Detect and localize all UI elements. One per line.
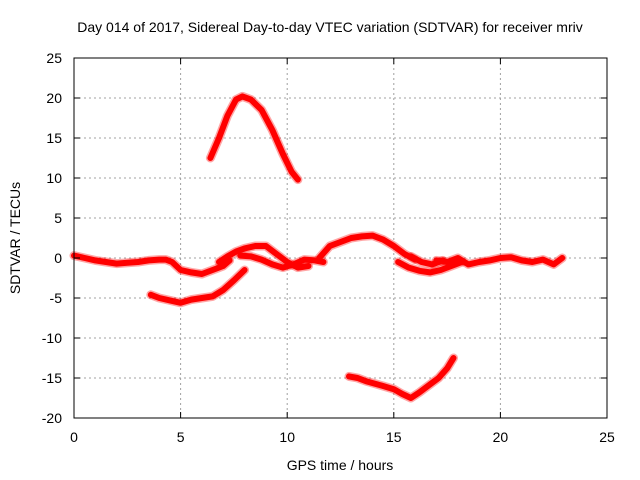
y-tick-label: 20 <box>46 90 62 106</box>
series-band-arc-6 <box>431 252 567 269</box>
series-band-arc-7 <box>406 251 448 269</box>
y-tick-label: 15 <box>46 130 62 146</box>
series-line-arc-1 <box>71 252 233 277</box>
series-line-arc-8 <box>207 93 301 183</box>
y-tick-label: 5 <box>54 210 62 226</box>
x-tick-label: 0 <box>70 429 78 445</box>
y-tick-label: 25 <box>46 50 62 66</box>
x-tick-label: 25 <box>599 429 615 445</box>
series-layer <box>69 91 567 403</box>
series-line-arc-5 <box>395 259 465 276</box>
series-band-arc-1 <box>69 251 235 279</box>
series-band-arc-9 <box>146 265 250 308</box>
series-line-arc-10 <box>346 355 457 401</box>
tick-layer: 0 5 10 15 20 25 -20 -15 -10 -5 0 5 10 15 20 25 <box>42 50 615 445</box>
y-tick-label: -10 <box>42 330 62 346</box>
series-line-arc-3 <box>237 252 327 271</box>
series-band-arc-10 <box>344 353 458 403</box>
y-tick-label: 10 <box>46 170 62 186</box>
x-tick-label: 20 <box>493 429 509 445</box>
plot-frame <box>73 57 608 419</box>
series-band-arc-3 <box>235 251 328 273</box>
x-tick-label: 10 <box>279 429 295 445</box>
series-line-arc-4 <box>316 232 419 263</box>
series-band-arc-5 <box>393 257 467 277</box>
series-band-arc-4 <box>314 231 420 265</box>
y-tick-label: -5 <box>50 290 63 306</box>
grid-layer <box>74 58 607 418</box>
chart-title: Day 014 of 2017, Sidereal Day-to-day VTE… <box>77 19 582 35</box>
x-tick-label: 15 <box>386 429 402 445</box>
series-band-arc-8 <box>205 91 303 185</box>
x-tick-label: 5 <box>177 429 185 445</box>
y-tick-label: -15 <box>42 370 62 386</box>
series-line-arc-9 <box>147 267 248 306</box>
y-tick-label: 0 <box>54 250 62 266</box>
y-axis-label: SDTVAR / TECUs <box>7 182 23 294</box>
series-line-arc-7 <box>407 253 446 268</box>
series-line-arc-6 <box>433 254 566 268</box>
x-axis-label: GPS time / hours <box>287 457 394 473</box>
y-tick-label: -20 <box>42 410 62 426</box>
